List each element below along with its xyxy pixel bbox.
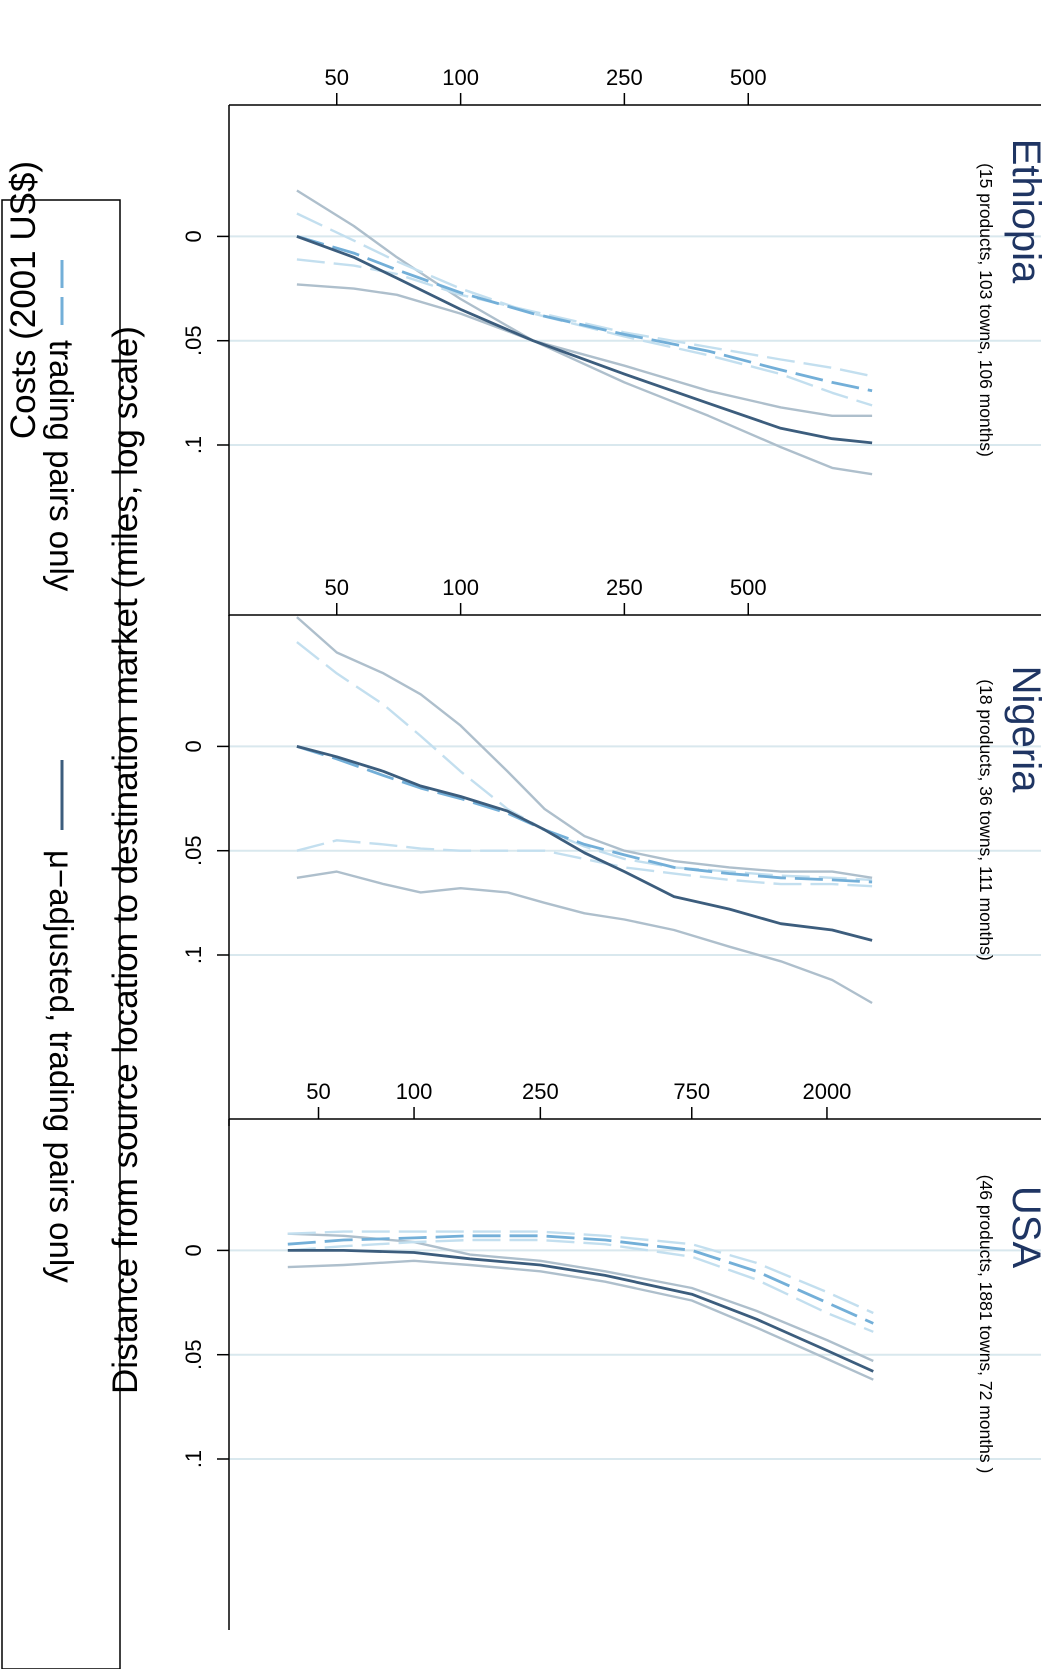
- panel-usa: 0 .05 .1 50 100 250 750 2000 USA (46 products, 18…: [181, 1079, 1047, 1630]
- x-tick-label: 250: [606, 575, 643, 600]
- panel-title: Ethiopia: [1004, 139, 1047, 284]
- y-tick-label: .1: [181, 1450, 206, 1468]
- y-tick-label: .1: [181, 946, 206, 964]
- chart-legend: trading pairs only μ−adjusted, trading p…: [1, 199, 121, 1669]
- panel-nigeria: 0 .05 .1 50 100 250 500 Nigeria (18 products, 36…: [181, 575, 1047, 1126]
- series-trading-pairs: [296, 235, 873, 393]
- series-trading-pairs-ci-upper: [296, 212, 873, 407]
- panel-subtitle: (18 products, 36 towns, 111 months): [976, 679, 996, 960]
- series-trading-pairs: [296, 745, 873, 884]
- x-tick-label: 250: [606, 65, 643, 90]
- y-tick-label: .1: [181, 436, 206, 454]
- series-mu-adjusted-ci-lower: [296, 283, 873, 417]
- x-axis-title: Distance from source location to destina…: [106, 326, 145, 1394]
- panel-subtitle: (15 products, 103 towns, 106 months): [976, 163, 996, 457]
- series-mu-adjusted-ci-upper: [296, 616, 873, 879]
- x-tick-label: 100: [442, 65, 479, 90]
- y-tick-label: 0: [181, 230, 206, 242]
- series-trading-pairs-ci-lower: [296, 258, 873, 378]
- y-tick-label: .05: [181, 835, 206, 866]
- x-tick-label: 500: [730, 65, 767, 90]
- x-tick-label: 250: [522, 1079, 559, 1104]
- x-tick-label: 2000: [802, 1079, 851, 1104]
- x-tick-label: 50: [325, 575, 349, 600]
- x-tick-label: 50: [325, 65, 349, 90]
- series-trading-pairs-ci-lower: [296, 839, 873, 888]
- series-mu-adjusted-ci-upper: [287, 1259, 874, 1381]
- x-tick-label: 100: [396, 1079, 433, 1104]
- series-mu-adjusted: [296, 235, 873, 445]
- y-tick-label: 0: [181, 1244, 206, 1256]
- series-trading-pairs-ci-upper: [287, 1238, 874, 1333]
- panel-title: Nigeria: [1004, 666, 1047, 793]
- x-tick-label: 750: [673, 1079, 710, 1104]
- y-tick-label: .05: [181, 1339, 206, 1370]
- x-tick-label: 100: [442, 575, 479, 600]
- series-trading-pairs: [287, 1234, 874, 1325]
- series-mu-adjusted-ci-upper: [296, 189, 873, 476]
- panel-subtitle: (46 products, 1881 towns, 72 months ): [976, 1175, 996, 1474]
- y-tick-label: .05: [181, 325, 206, 356]
- y-tick-label: 0: [181, 740, 206, 752]
- series-mu-adjusted: [287, 1249, 874, 1373]
- x-tick-label: 50: [306, 1079, 330, 1104]
- legend-label-mu-adjusted: μ−adjusted, trading pairs only: [43, 850, 80, 1283]
- series-mu-adjusted-ci-lower: [287, 1232, 874, 1363]
- series-mu-adjusted-ci-lower: [296, 870, 873, 1005]
- y-axis-title: Costs (2001 US$): [4, 161, 43, 439]
- panel-title: USA: [1004, 1186, 1047, 1269]
- legend-label-trading-pairs: trading pairs only: [43, 340, 80, 592]
- x-tick-label: 500: [730, 575, 767, 600]
- series-mu-adjusted: [296, 745, 873, 942]
- panel-ethiopia: 0 .05 .1 50 100 250 500 Ethiopia (15 products, 1…: [181, 65, 1047, 616]
- series-trading-pairs-ci-lower: [287, 1230, 874, 1315]
